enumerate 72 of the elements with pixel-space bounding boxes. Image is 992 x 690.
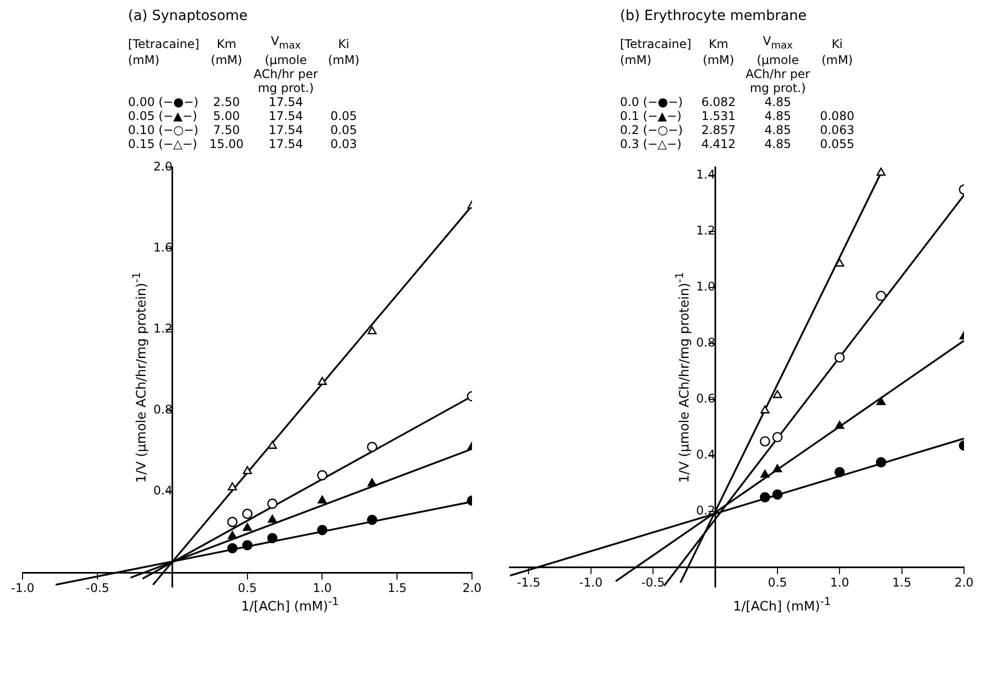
x-tick-label: 2.0 [954, 576, 974, 590]
point [834, 467, 845, 478]
point [834, 352, 845, 363]
x-tick-label: 1.0 [830, 576, 850, 590]
x-tick-label: 0.5 [238, 581, 257, 596]
text: [Tetracaine] Km V$_{max}$ Ki [620, 34, 843, 52]
point [760, 492, 770, 503]
point [227, 517, 238, 528]
text: ACh/hr per [254, 67, 319, 82]
text: 0.2 (−○−) 2.857 4.85 0.063 [620, 123, 854, 138]
text: (mM) (mM) (μmole (mM) [620, 53, 853, 68]
point [317, 525, 328, 536]
x-tick-label: 0.5 [768, 576, 787, 590]
text: 0.3 (−△−) 4.412 4.85 0.055 [620, 137, 854, 152]
point [760, 436, 770, 447]
x-tick-label: -1.5 [516, 576, 540, 590]
point [368, 478, 377, 487]
x-tick-label: 1.0 [312, 581, 332, 596]
chart-title: (b) Erythrocyte membrane [620, 8, 808, 24]
text: mg prot.) [256, 81, 315, 96]
point [228, 482, 237, 491]
x-tick-label: -0.5 [641, 576, 665, 590]
text: 0.10 (−○−) 7.50 17.54 0.05 [128, 123, 358, 138]
chart-title: (a) Synaptosome [128, 8, 249, 24]
point [242, 540, 253, 551]
point [772, 432, 783, 443]
y-tick-label: 0.8 [153, 402, 172, 417]
text: (mM) (mM) (μmole (mM) [128, 53, 360, 68]
text: [Tetracaine] Km V$_{max}$ Ki [128, 34, 350, 52]
text: 0.0 (−●−) 6.082 4.85 [620, 95, 792, 110]
point [876, 458, 886, 468]
point [366, 442, 378, 452]
point [318, 496, 327, 504]
point [242, 523, 252, 532]
point [267, 533, 278, 544]
text: 0.00 (−●−) 2.50 17.54 [128, 95, 303, 110]
text: 0.05 (−▲−) 5.00 17.54 0.05 [128, 109, 358, 124]
point [760, 406, 770, 414]
point [242, 509, 253, 520]
point [876, 168, 886, 176]
point [268, 515, 277, 524]
point [772, 490, 783, 500]
x-tick-label: 2.0 [462, 581, 482, 596]
point [835, 258, 844, 267]
point [267, 498, 278, 510]
point [368, 326, 377, 335]
x-tick-label: -1.0 [10, 581, 34, 596]
point [227, 544, 238, 554]
x-axis-title: 1/[ACh] (mM)$^{-1}$ [732, 595, 832, 615]
point [242, 466, 252, 475]
point [760, 470, 770, 478]
text: ACh/hr per [746, 67, 811, 82]
point [228, 531, 237, 540]
point [772, 464, 782, 473]
point [876, 397, 886, 406]
point [317, 470, 328, 481]
point [268, 441, 277, 450]
text: mg prot.) [748, 81, 807, 96]
point [876, 291, 886, 302]
x-tick-label: 1.5 [388, 581, 407, 596]
point [835, 421, 844, 430]
text: 0.15 (−△−) 15.00 17.54 0.03 [128, 137, 358, 152]
x-axis-title: 1/[ACh] (mM)$^{-1}$ [240, 595, 340, 615]
x-tick-label: 1.5 [892, 576, 912, 590]
point [366, 515, 378, 526]
x-tick-label: -0.5 [86, 581, 110, 596]
y-tick-label: 1.2 [153, 322, 172, 336]
point [318, 377, 327, 386]
y-tick-label: 1.2 [696, 224, 716, 238]
point [772, 390, 782, 398]
text: 0.1 (−▲−) 1.531 4.85 0.080 [620, 109, 854, 124]
x-tick-label: -1.0 [579, 576, 603, 590]
